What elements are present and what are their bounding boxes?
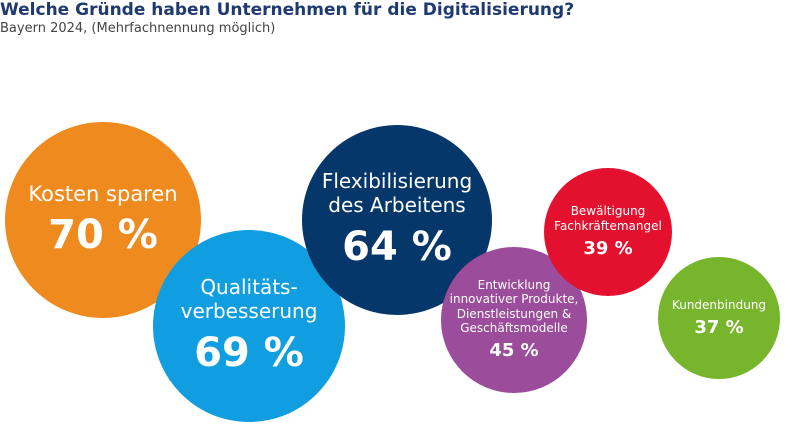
bubble-4	[544, 168, 672, 296]
bubble-0	[5, 122, 201, 318]
bubble-2	[302, 125, 492, 315]
bubble-3	[441, 247, 587, 393]
bubble-1	[153, 230, 345, 422]
chart-subtitle: Bayern 2024, (Mehrfachnennung möglich)	[0, 21, 276, 36]
chart-title: Welche Gründe haben Unternehmen für die …	[0, 0, 575, 20]
bubble-5	[658, 257, 780, 379]
